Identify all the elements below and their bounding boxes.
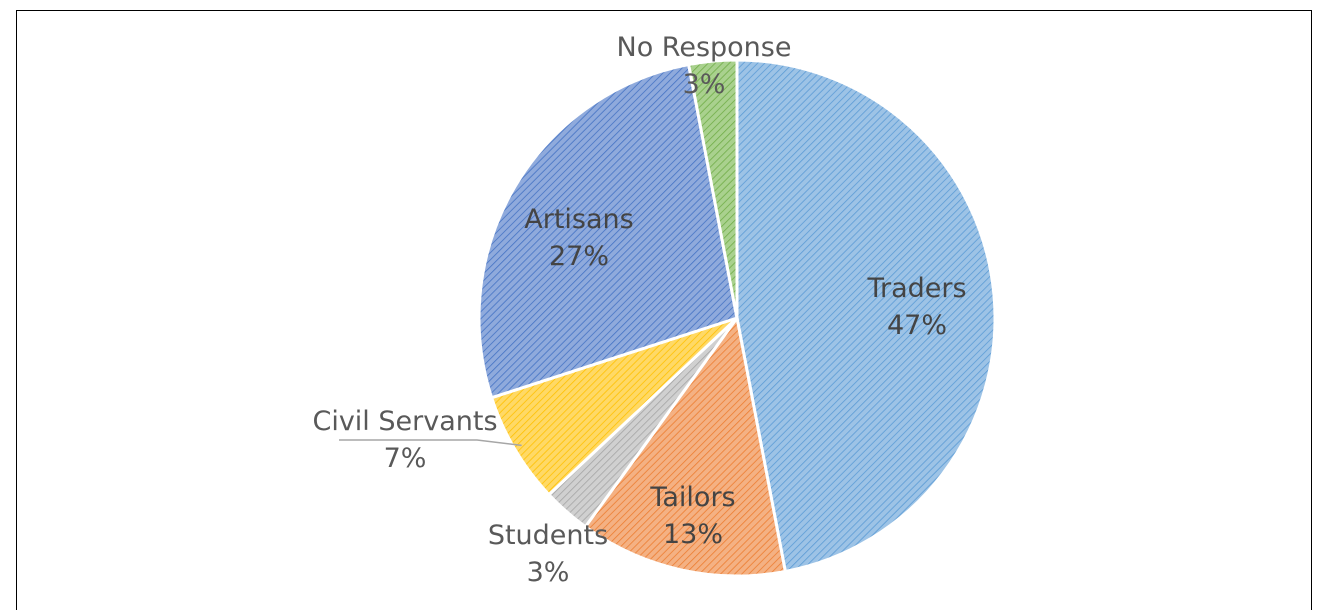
slice-category-no-response: No Response	[617, 32, 792, 63]
slice-percent-no-response: 3%	[683, 69, 726, 100]
pie-slice-civil-servants	[489, 316, 739, 497]
pie-slice-tailors	[583, 314, 788, 578]
slice-label-artisans: Artisans 27%	[524, 204, 633, 272]
slice-label-students: Students 3%	[488, 520, 608, 588]
slice-category-tailors: Tailors	[649, 482, 735, 513]
slice-category-traders: Traders	[866, 273, 966, 304]
pie-slice-traders	[735, 58, 997, 574]
slice-percent-traders: 47%	[887, 310, 947, 341]
slice-category-students: Students	[488, 520, 608, 551]
slice-label-no-response: No Response 3%	[617, 32, 792, 100]
slice-label-civil-servants: Civil Servants 7%	[312, 406, 497, 474]
pie-slice-artisans	[477, 62, 739, 400]
pie-chart: Traders 47% Tailors 13% Students 3% Civil Serv…	[312, 32, 997, 588]
slice-percent-civil-servants: 7%	[384, 443, 427, 474]
slice-category-artisans: Artisans	[524, 204, 633, 235]
slice-labels: Traders 47% Tailors 13% Students 3% Civil Serv…	[312, 32, 966, 588]
slice-category-civil-servants: Civil Servants	[312, 406, 497, 437]
pie-slices	[477, 58, 997, 578]
slice-percent-artisans: 27%	[549, 241, 609, 272]
leader-lines	[339, 439, 522, 447]
pie-slice-no-response	[686, 58, 739, 319]
slice-label-traders: Traders 47%	[866, 273, 966, 341]
slice-label-tailors: Tailors 13%	[649, 482, 735, 550]
leader-line-civil-servants	[339, 439, 522, 447]
slice-percent-tailors: 13%	[663, 519, 723, 550]
slice-percent-students: 3%	[527, 557, 570, 588]
